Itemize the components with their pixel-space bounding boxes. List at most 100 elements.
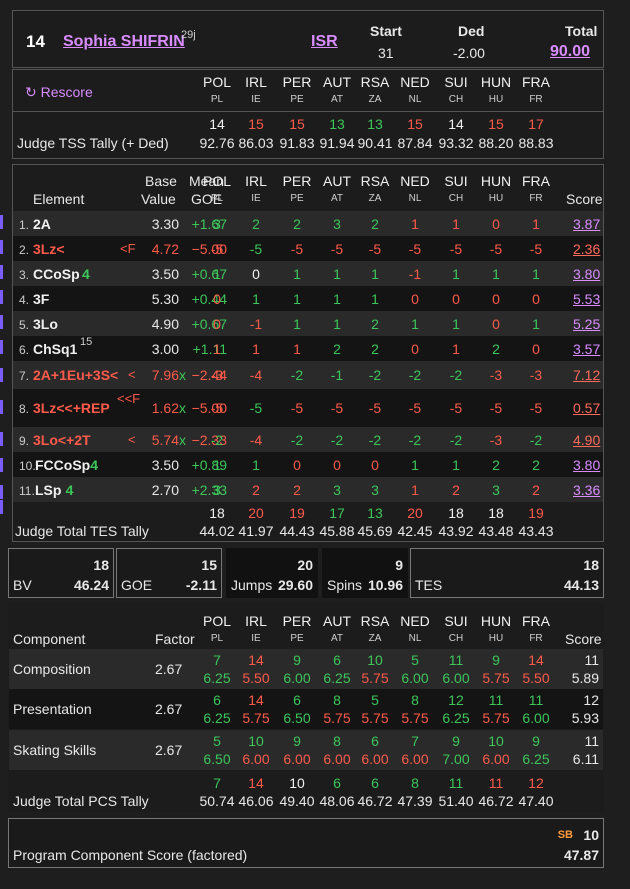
component-row: Presentation 2.67 6 6.25 14 5.75 6 6.50 8 5.75 5 5.… [9, 689, 603, 729]
judge-goe: 1 [213, 341, 221, 357]
element-score-link[interactable]: 3.36 [573, 482, 601, 498]
judge-goe: 2 [492, 341, 500, 357]
spins-box: 9 Spins 10.96 [322, 548, 408, 598]
tes-value: 45.69 [357, 523, 393, 539]
judge-goe: 1 [333, 266, 341, 282]
judge-code: CH [448, 633, 464, 644]
pcs-tally-rank: 6 [371, 775, 379, 791]
pcs-tally-value: 49.40 [279, 793, 315, 809]
tes-value: 41.97 [238, 523, 274, 539]
tss-value: 90.41 [357, 135, 393, 151]
component-score: 6.11 [572, 751, 599, 767]
judge-pcs-rank: 5 [371, 692, 379, 708]
judges-panel: ↻ Rescore POL PL IRL IE PER PE AUT AT RSA ZA NED NL… [12, 69, 604, 159]
judge-pcs-value: 5.75 [361, 670, 389, 686]
judge-goe: 3 [371, 482, 379, 498]
element-score-link[interactable]: 5.25 [573, 316, 601, 332]
judge-name: PER [282, 74, 312, 90]
judge-goe: -1 [249, 316, 263, 332]
judge-code: NL [408, 193, 422, 204]
factor-col-header: Factor [155, 631, 195, 647]
edge-marker [0, 215, 3, 229]
judge-pcs-rank: 14 [528, 652, 544, 668]
edge-marker [0, 500, 3, 514]
element-number: 4. [19, 293, 30, 307]
judge-pcs-rank: 10 [488, 733, 504, 749]
judge-goe: 2 [371, 316, 379, 332]
jumps-label: Jumps [231, 577, 273, 593]
judge-pcs-rank: 10 [248, 733, 264, 749]
element-score-link[interactable]: 3.80 [573, 457, 601, 473]
judge-goe: 1 [213, 457, 221, 473]
jumps-rank: 20 [297, 557, 313, 573]
pcs-score-col-header: Score [565, 631, 602, 647]
judge-pcs-rank: 9 [492, 652, 500, 668]
judge-pcs-rank: 14 [248, 652, 264, 668]
pcs-tally-value: 46.72 [357, 793, 393, 809]
judge-goe: 0 [492, 216, 500, 232]
component-row: Skating Skills 2.67 5 6.50 10 6.00 9 6.00 8 6.00 6… [9, 730, 603, 770]
judge-goe: -2 [368, 367, 382, 383]
tes-value: 44.43 [279, 523, 315, 539]
element-name: 3Lz<<+REP [33, 400, 110, 416]
judge-name: POL [202, 74, 231, 90]
tss-rank: 15 [289, 116, 305, 132]
judge-pcs-rank: 10 [367, 652, 383, 668]
rank-number: 14 [26, 32, 45, 51]
judge-goe: -5 [368, 400, 382, 416]
element-row: 3. CCoSp 4 3.50 +0.67 1 0 1 1 1 -1 1 1 1 3.80 [13, 261, 603, 286]
judge-pcs-value: 6.00 [361, 751, 389, 767]
judge-goe: -5 [408, 241, 422, 257]
goe-box: 15 GOE -2.11 [116, 548, 222, 598]
judge-code: NL [408, 94, 422, 105]
judge-goe: -2 [368, 432, 382, 448]
judge-pcs-value: 6.00 [283, 670, 311, 686]
judge-name: AUT [323, 173, 351, 189]
pcs-tally-rank: 11 [448, 775, 464, 791]
judge-goe: 1 [371, 291, 379, 307]
element-name: 2A+1Eu+3S< [33, 367, 119, 383]
tes-box-label: TES [415, 577, 443, 593]
judge-name: NED [400, 173, 430, 189]
element-bonus-x: x [179, 432, 186, 448]
judge-goe: 1 [252, 291, 260, 307]
judge-name: PER [282, 173, 312, 189]
judge-goe: 1 [492, 266, 500, 282]
tss-rank: 13 [367, 116, 383, 132]
tes-rank: 19 [289, 505, 305, 521]
skater-name-link[interactable]: Sophia SHIFRIN [63, 33, 185, 50]
judge-code: CH [448, 94, 464, 105]
judge-goe: -4 [249, 432, 263, 448]
judge-pcs-value: 6.00 [242, 751, 270, 767]
judge-goe: -3 [210, 367, 224, 383]
judge-name: FRA [522, 74, 550, 90]
pcs-total-rank: 10 [583, 827, 599, 843]
element-score-link[interactable]: 2.36 [573, 241, 601, 257]
element-bonus-x: x [179, 400, 186, 416]
element-score-link[interactable]: 4.90 [573, 432, 601, 448]
element-score-link[interactable]: 3.87 [573, 216, 601, 232]
tes-box: 18 TES 44.13 [410, 548, 604, 598]
element-name: 3F [33, 291, 50, 307]
judge-goe: 0 [213, 316, 221, 332]
judge-pcs-value: 5.75 [401, 710, 429, 726]
spins-rank: 9 [395, 557, 403, 573]
total-value-link[interactable]: 90.00 [550, 43, 591, 60]
nation-link[interactable]: ISR [311, 33, 338, 50]
judge-code: NL [408, 633, 422, 644]
judge-goe: 3 [492, 482, 500, 498]
judge-name: HUN [480, 74, 512, 90]
tes-value: 44.02 [199, 523, 235, 539]
component-factor: 2.67 [155, 701, 183, 717]
judge-goe: 1 [371, 266, 379, 282]
judge-pcs-rank: 12 [448, 692, 464, 708]
rescore-link[interactable]: ↻ Rescore [25, 84, 93, 100]
judge-pcs-value: 6.00 [283, 751, 311, 767]
element-score-link[interactable]: 0.57 [573, 400, 601, 416]
judge-name: NED [400, 613, 430, 629]
element-score-link[interactable]: 3.57 [573, 341, 601, 357]
element-score-link[interactable]: 3.80 [573, 266, 601, 282]
element-score-link[interactable]: 7.12 [573, 367, 601, 383]
element-score-link[interactable]: 5.53 [573, 291, 601, 307]
judge-pcs-value: 6.25 [442, 710, 470, 726]
